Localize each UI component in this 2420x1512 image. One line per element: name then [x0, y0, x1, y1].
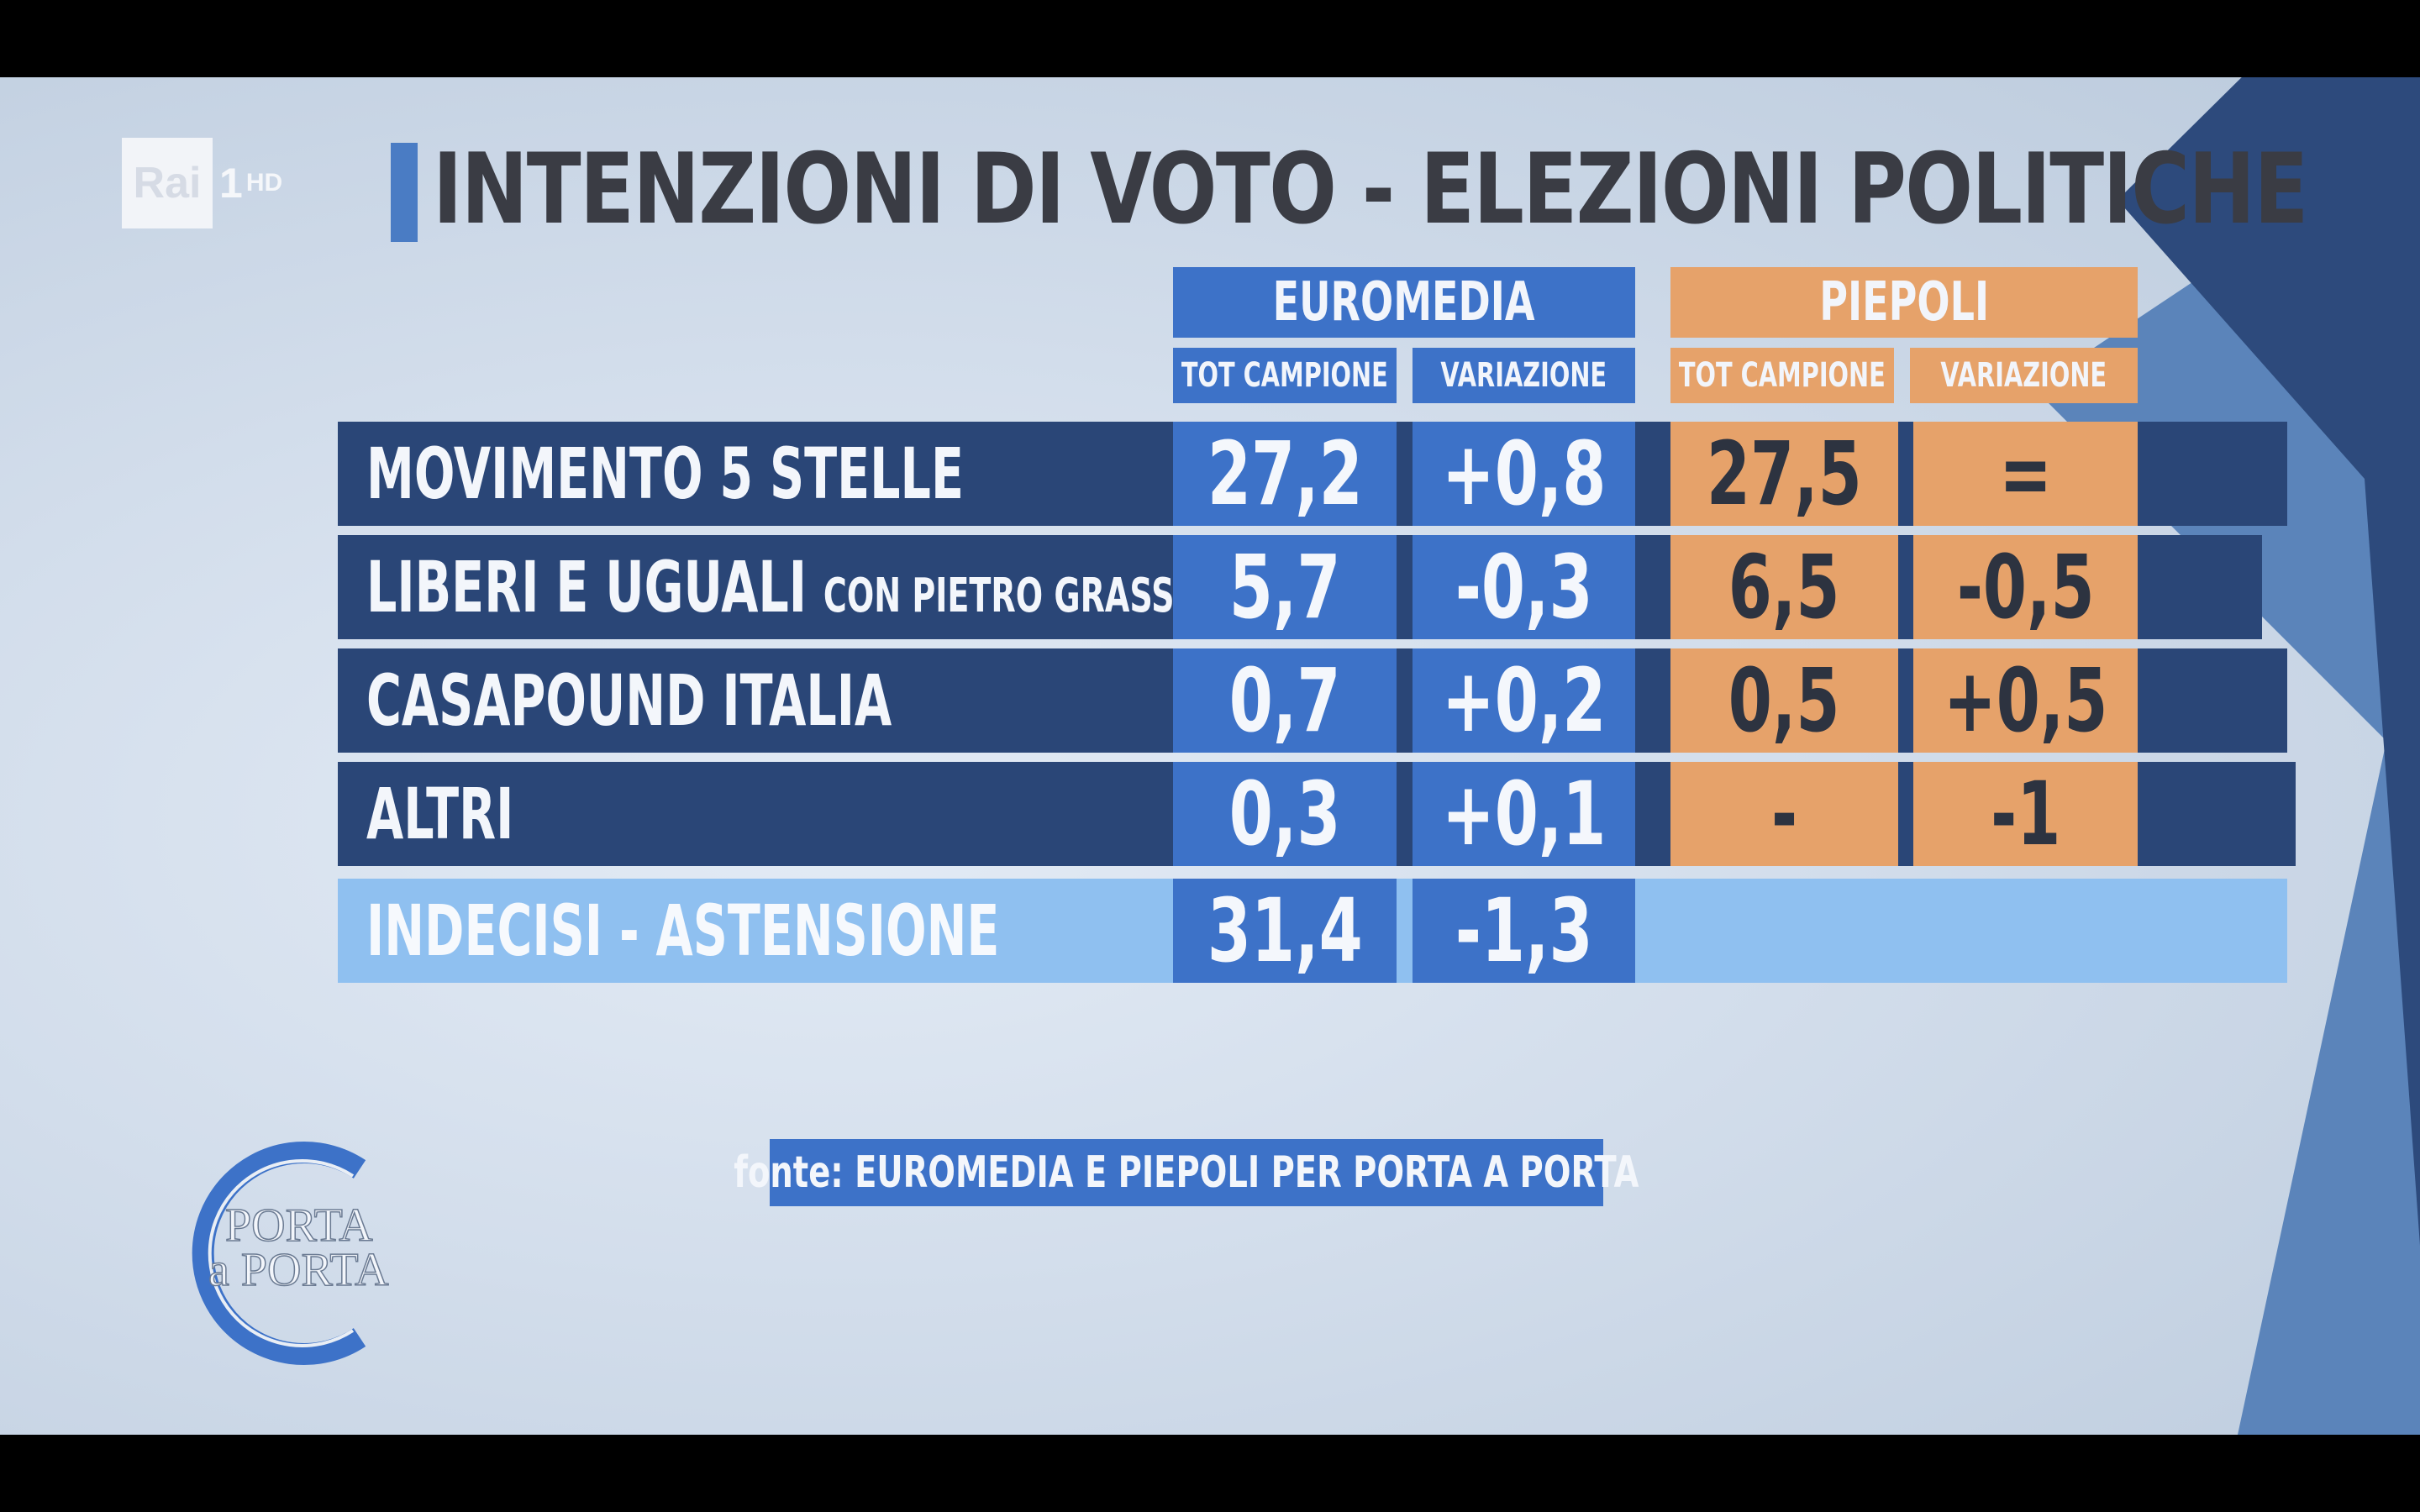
column-header: TOT CAMPIONE [1181, 356, 1388, 395]
cell-value: +0,2 [1441, 649, 1607, 752]
euromedia-tot-cell: 0,7 [1173, 648, 1397, 753]
broadcast-graphic: Rai 1 HD INTENZIONI DI VOTO - ELEZIONI P… [0, 77, 2420, 1435]
column-header: VARIAZIONE [1940, 356, 2107, 395]
piepoli-tot-cell: 27,5 [1670, 422, 1898, 526]
logo-text-line1: PORTA [225, 1200, 373, 1252]
source-caption: fonte: EUROMEDIA E PIEPOLI PER PORTA A P… [734, 1139, 1639, 1206]
euromedia-name: EUROMEDIA [1273, 271, 1535, 333]
channel-logo: Rai 1 HD [122, 138, 282, 228]
euromedia-tot-cell: 31,4 [1173, 879, 1397, 983]
cell-value: +0,5 [1943, 649, 2108, 752]
euromedia-header: EUROMEDIA [1173, 267, 1635, 338]
rai-logo-box: Rai [122, 138, 213, 228]
title-accent-bar [391, 143, 418, 242]
porta-a-porta-logo: PORTA a PORTA [192, 1142, 390, 1365]
column-divider [1898, 648, 1913, 753]
party-name: ALTRI [366, 773, 514, 855]
cell-value: = [1999, 423, 2052, 525]
cell-value: -0,5 [1956, 536, 2095, 638]
piepoli-var-header: VARIAZIONE [1910, 348, 2138, 403]
piepoli-var-cell: = [1913, 422, 2138, 526]
party-name: LIBERI E UGUALI CON PIETRO GRASSO [366, 546, 1202, 628]
column-divider [1898, 762, 1913, 866]
euromedia-var-cell: +0,2 [1413, 648, 1635, 753]
party-label: INDECISI - ASTENSIONE [366, 879, 1297, 983]
piepoli-tot-cell: - [1670, 762, 1898, 866]
party-label: CASAPOUND ITALIA [366, 648, 1139, 753]
piepoli-var-cell: -1 [1913, 762, 2138, 866]
source-text: fonte: EUROMEDIA E PIEPOLI PER PORTA A P… [734, 1147, 1639, 1198]
euromedia-var-header: VARIAZIONE [1413, 348, 1635, 403]
cell-value: -0,3 [1455, 536, 1593, 638]
cell-value: 0,5 [1728, 649, 1840, 752]
cell-value: 31,4 [1207, 879, 1363, 982]
column-header: VARIAZIONE [1440, 356, 1607, 395]
euromedia-var-cell: +0,1 [1413, 762, 1635, 866]
cell-value: -1 [1990, 763, 2061, 865]
column-divider [1898, 422, 1913, 526]
cell-value: 0,7 [1228, 649, 1341, 752]
piepoli-var-cell: -0,5 [1913, 535, 2138, 639]
piepoli-name: PIEPOLI [1819, 271, 1989, 333]
party-label: MOVIMENTO 5 STELLE [366, 422, 1245, 526]
euromedia-var-cell: +0,8 [1413, 422, 1635, 526]
cell-value: 0,3 [1228, 763, 1341, 865]
piepoli-tot-header: TOT CAMPIONE [1670, 348, 1894, 403]
cell-value: 27,5 [1707, 423, 1862, 525]
party-name: INDECISI - ASTENSIONE [366, 890, 1000, 972]
party-name-main: LIBERI E UGUALI [366, 546, 807, 628]
piepoli-header: PIEPOLI [1670, 267, 2138, 338]
channel-number: 1 [219, 160, 243, 207]
logo-arc-outer [192, 1142, 366, 1365]
cell-value: 27,2 [1207, 423, 1363, 525]
channel-suffix: HD [245, 169, 283, 197]
cell-value: 6,5 [1728, 536, 1840, 638]
cell-value: - [1770, 763, 1798, 865]
cell-value: -1,3 [1455, 879, 1593, 982]
euromedia-tot-header: TOT CAMPIONE [1173, 348, 1397, 403]
party-name: MOVIMENTO 5 STELLE [366, 433, 964, 515]
party-name: CASAPOUND ITALIA [366, 659, 892, 742]
cell-value: +0,1 [1441, 763, 1607, 865]
euromedia-tot-cell: 0,3 [1173, 762, 1397, 866]
column-divider [1898, 535, 1913, 639]
euromedia-var-cell: -0,3 [1413, 535, 1635, 639]
party-label: ALTRI [366, 762, 583, 866]
piepoli-tot-cell: 0,5 [1670, 648, 1898, 753]
logo-arc-inner [208, 1159, 355, 1347]
party-subname: CON PIETRO GRASSO [823, 569, 1202, 623]
cell-value: +0,8 [1441, 423, 1607, 525]
piepoli-tot-cell: 6,5 [1670, 535, 1898, 639]
logo-text-line2: a PORTA [208, 1244, 389, 1296]
party-label: LIBERI E UGUALI CON PIETRO GRASSO [366, 535, 1595, 639]
piepoli-var-cell: +0,5 [1913, 648, 2138, 753]
euromedia-tot-cell: 27,2 [1173, 422, 1397, 526]
page-title: INTENZIONI DI VOTO - ELEZIONI POLITICHE [433, 133, 2308, 246]
cell-value: 5,7 [1228, 536, 1341, 638]
euromedia-tot-cell: 5,7 [1173, 535, 1397, 639]
euromedia-var-cell: -1,3 [1413, 879, 1635, 983]
column-header: TOT CAMPIONE [1679, 356, 1886, 395]
